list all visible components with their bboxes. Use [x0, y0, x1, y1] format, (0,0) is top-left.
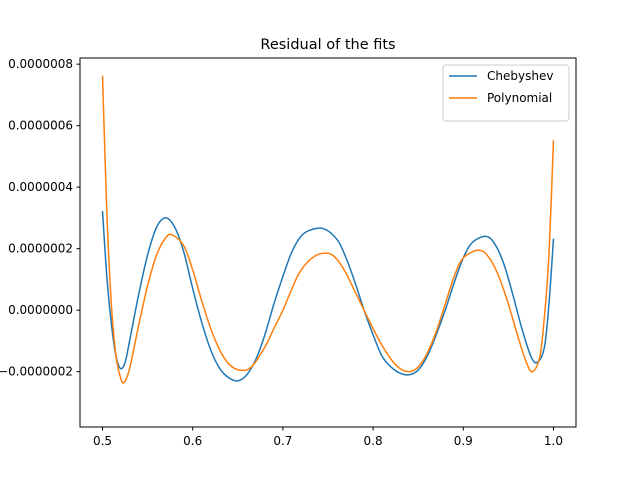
series-line-polynomial: [101, 75, 555, 384]
legend-label-chebyshev: Chebyshev: [487, 69, 553, 83]
series-line-chebyshev: [101, 210, 555, 382]
x-tick-label: 0.9: [454, 434, 473, 448]
x-tick-label: 1.0: [544, 434, 563, 448]
y-tick-label: 0.0000008: [8, 57, 73, 71]
x-tick-label: 0.7: [273, 434, 292, 448]
chart-title: Residual of the fits: [260, 37, 395, 53]
series-layer: [101, 75, 555, 384]
y-tick-label: 0.0000002: [8, 242, 73, 256]
x-axis: 0.5 0.6 0.7 0.8 0.9 1.0: [93, 427, 563, 448]
y-tick-label: 0.0000004: [8, 180, 73, 194]
x-tick-label: 0.5: [93, 434, 112, 448]
legend-label-polynomial: Polynomial: [487, 91, 552, 105]
x-tick-label: 0.6: [183, 434, 202, 448]
y-tick-label: 0.0000006: [8, 119, 73, 133]
legend: Chebyshev Polynomial: [442, 64, 570, 122]
legend-box: [442, 64, 570, 122]
y-axis: −0.0000002 0.0000000 0.0000002 0.0000004 0.0…: [0, 57, 80, 379]
y-tick-label: −0.0000002: [0, 365, 73, 379]
plot-frame: [79, 57, 577, 428]
y-tick-label: 0.0000000: [8, 303, 73, 317]
x-tick-label: 0.8: [364, 434, 383, 448]
